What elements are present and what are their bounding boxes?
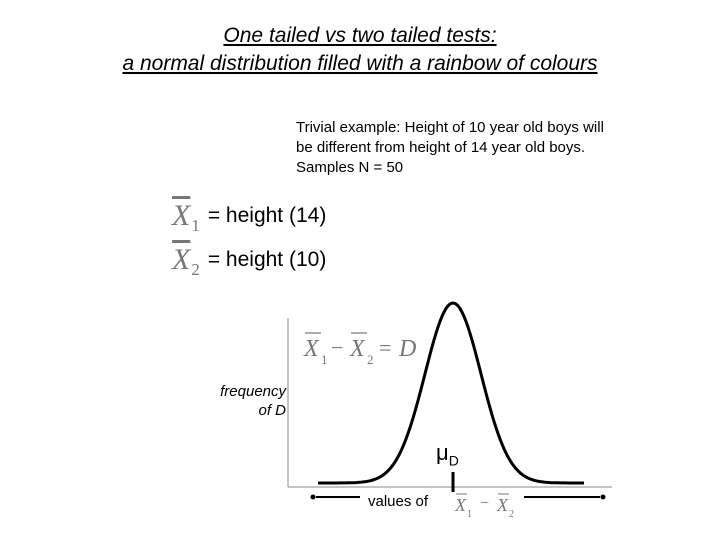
eq-minus: − [331, 335, 343, 360]
x1-subscript: 1 [191, 216, 200, 235]
x2-definition-text: = height (10) [207, 248, 327, 271]
difference-equation: X 1 − X 2 = D [303, 332, 416, 367]
title-line-2: a normal distribution filled with a rain… [122, 52, 598, 75]
eq-x2: X [349, 336, 366, 362]
mean-subscript: D [448, 452, 459, 469]
x2-subscript: 2 [191, 260, 200, 279]
eq-equals: = [379, 335, 391, 360]
example-line-2: be different from height of 14 year old … [296, 139, 586, 156]
right-arrow-end [600, 494, 606, 500]
xlabel-sub1: 1 [467, 509, 472, 520]
x1-definition-text: = height (14) [207, 204, 327, 227]
eq-x1: X [303, 336, 320, 362]
xlabel-x1: X [454, 495, 467, 515]
mean-label: μD [436, 440, 459, 468]
x1-symbol: X [172, 199, 191, 232]
normal-curve [318, 301, 584, 485]
x2-symbol: X [172, 243, 191, 276]
y-axis-label-line-1: frequency [220, 383, 286, 400]
title-line-1: One tailed vs two tailed tests: [223, 24, 497, 47]
eq-d: D [398, 336, 416, 362]
example-text: Trivial example: Height of 10 year old b… [296, 118, 676, 178]
x-axis-label: values of [368, 493, 429, 510]
xlabel-sub2: 2 [509, 509, 514, 520]
mean-symbol: μ [436, 440, 449, 465]
eq-sub1: 1 [321, 352, 328, 367]
xlabel-x2: X [496, 495, 509, 515]
y-axis-label: frequency of D [196, 382, 286, 420]
xlabel-minus: − [480, 495, 489, 512]
example-line-1: Trivial example: Height of 10 year old b… [296, 119, 604, 136]
y-axis-label-line-2: of D [258, 402, 286, 419]
xlabel-expression: X 1 − X 2 [454, 493, 514, 520]
left-arrow-end [310, 494, 316, 500]
eq-sub2: 2 [367, 352, 374, 367]
slide-title: One tailed vs two tailed tests: a normal… [0, 22, 720, 78]
example-line-3: Samples N = 50 [296, 159, 404, 176]
